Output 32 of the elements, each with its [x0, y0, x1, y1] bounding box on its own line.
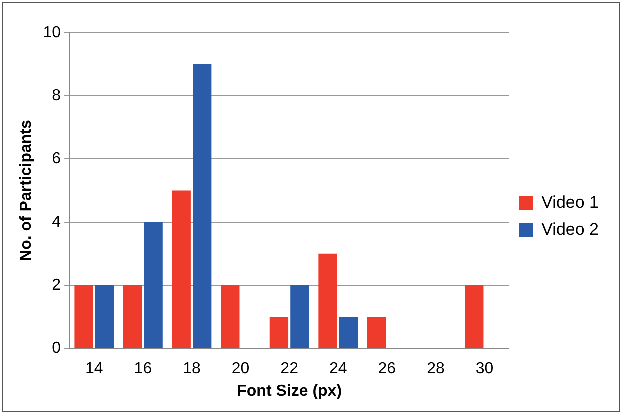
legend-label: Video 1 [542, 193, 600, 212]
bar [221, 285, 240, 348]
y-tick-label: 0 [52, 340, 62, 358]
y-tick-label: 6 [52, 150, 62, 168]
x-tick-label: 16 [134, 360, 152, 378]
x-axis-title: Font Size (px) [237, 382, 342, 400]
y-tick-label: 8 [52, 88, 62, 105]
bar [193, 64, 212, 348]
x-tick-label: 24 [329, 360, 348, 378]
bar [172, 190, 191, 348]
bar [290, 285, 310, 348]
y-tick-label: 10 [43, 24, 62, 42]
bar [318, 254, 338, 348]
y-axis-title: No. of Participants [18, 120, 36, 262]
bar [144, 222, 163, 348]
bar [123, 285, 142, 348]
x-tick-label: 26 [378, 360, 396, 378]
x-tick-label: 22 [280, 360, 299, 378]
y-tick-label: 2 [52, 276, 62, 294]
x-tick-label: 14 [85, 360, 104, 378]
bar [465, 285, 484, 348]
bar [339, 317, 358, 348]
bar [367, 317, 386, 348]
x-tick-label: 18 [183, 360, 201, 378]
y-tick-label: 4 [52, 214, 62, 231]
x-tick-label: 28 [427, 360, 445, 378]
bar [270, 317, 289, 348]
bar [95, 285, 114, 348]
bar [74, 285, 94, 348]
legend-label: Video 2 [542, 220, 600, 240]
x-tick-label: 20 [232, 360, 250, 378]
x-tick-label: 30 [476, 360, 494, 378]
